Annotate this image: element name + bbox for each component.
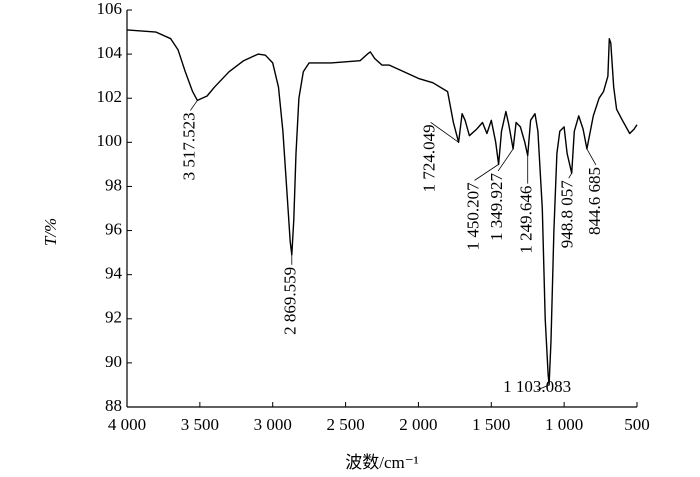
x-tick-label: 1 000 [545, 415, 583, 434]
x-tick-label: 2 500 [326, 415, 364, 434]
peak-label: 1 103.083 [503, 377, 571, 396]
y-tick-label: 96 [105, 219, 122, 238]
y-axis-label: T/% [41, 218, 60, 246]
leader-line [568, 173, 573, 179]
y-tick-label: 104 [97, 43, 123, 62]
leader-line [430, 122, 459, 143]
x-tick-label: 3 500 [181, 415, 219, 434]
peak-label: 844.6 685 [585, 167, 604, 235]
x-tick-label: 2 000 [399, 415, 437, 434]
y-tick-label: 102 [97, 87, 123, 106]
x-tick-label: 3 000 [254, 415, 292, 434]
leader-line [474, 164, 499, 181]
leader-line [190, 100, 198, 111]
leader-line [536, 384, 550, 391]
peak-label: 3 517.523 [179, 112, 198, 180]
peak-label: 2 869.559 [281, 267, 300, 335]
x-tick-label: 4 000 [108, 415, 146, 434]
y-tick-label: 94 [105, 264, 123, 283]
y-tick-label: 90 [105, 352, 122, 371]
peak-label: 1 450.207 [463, 182, 482, 251]
leader-line [586, 148, 597, 166]
x-tick-label: 1 500 [472, 415, 510, 434]
x-tick-label: 500 [624, 415, 650, 434]
peak-label: 1 724.049 [420, 124, 439, 192]
peak-label: 1 349.927 [487, 172, 506, 241]
y-tick-label: 100 [97, 131, 123, 150]
y-tick-label: 92 [105, 308, 122, 327]
peak-label: 1 249.646 [517, 186, 536, 254]
spectrum-line [126, 29, 638, 386]
leader-line [497, 148, 514, 172]
y-tick-label: 106 [97, 0, 123, 18]
x-axis-label: 波数/cm⁻¹ [345, 453, 419, 472]
y-tick-label: 88 [105, 396, 122, 415]
y-tick-label: 98 [105, 175, 122, 194]
peak-label: 948.8 057 [558, 180, 577, 249]
